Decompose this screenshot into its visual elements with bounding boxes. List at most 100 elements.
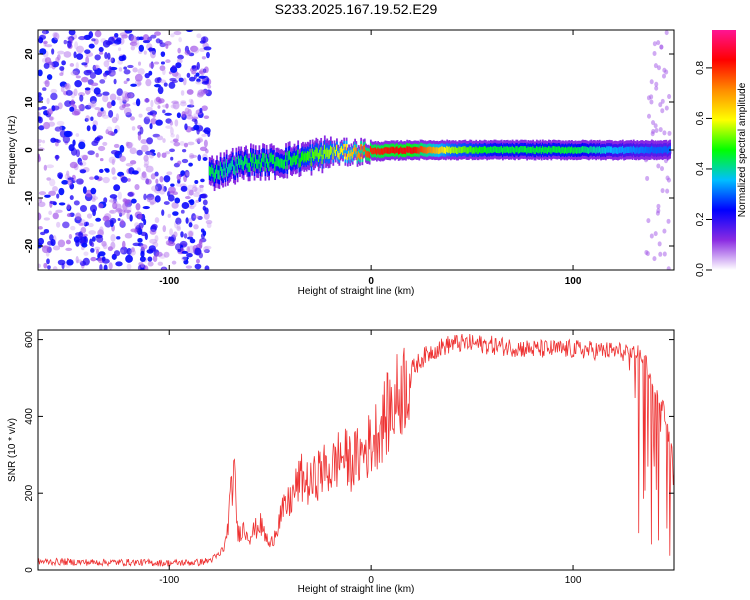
ridge-segment	[365, 149, 367, 157]
noise-blob	[86, 213, 93, 219]
noise-blob	[179, 101, 187, 107]
noise-blob	[135, 98, 141, 107]
noise-blob	[202, 205, 207, 211]
noise-blob	[124, 232, 133, 239]
ridge-segment	[528, 146, 531, 154]
ridge-segment	[615, 147, 618, 154]
noise-blob	[95, 152, 99, 158]
ridge-segment	[578, 147, 581, 154]
ridge-segment	[654, 146, 657, 154]
ridge-segment	[247, 162, 250, 173]
ridge-segment	[257, 159, 260, 169]
ridge-segment	[458, 146, 461, 153]
noise-blob	[199, 184, 204, 189]
ridge-segment	[420, 145, 423, 153]
ridge-segment	[495, 146, 498, 154]
noise-blob	[665, 175, 670, 181]
ridge-segment	[314, 149, 317, 160]
noise-blob	[90, 256, 97, 262]
ridge-segment	[402, 147, 405, 155]
noise-blob	[56, 193, 60, 199]
noise-blob	[41, 30, 49, 35]
ridge-segment	[510, 146, 513, 154]
noise-blob	[74, 41, 79, 50]
noise-blob	[129, 160, 137, 165]
ridge-segment	[418, 147, 421, 155]
noise-blob	[164, 112, 172, 116]
noise-blob	[102, 40, 111, 48]
noise-blob	[656, 65, 661, 71]
ridge-segment	[438, 147, 441, 154]
ridge-segment	[472, 147, 475, 154]
noise-blob	[99, 79, 106, 84]
noise-blob	[149, 123, 153, 130]
ridge-segment	[303, 153, 306, 163]
ridge-segment	[386, 147, 389, 154]
ridge-segment	[327, 149, 330, 160]
ridge-segment	[517, 147, 520, 154]
ridge-segment	[658, 147, 661, 154]
ridge-segment	[509, 146, 512, 153]
ridge-segment	[560, 147, 562, 155]
noise-blob	[40, 231, 46, 236]
noise-blob	[140, 262, 145, 269]
ridge-segment	[571, 146, 573, 153]
noise-blob	[109, 217, 117, 224]
noise-blob	[203, 46, 212, 51]
noise-blob	[58, 125, 63, 132]
noise-blob	[38, 237, 45, 245]
noise-blob	[655, 210, 660, 216]
noise-blob	[58, 125, 66, 131]
noise-blob	[194, 187, 202, 194]
noise-blob	[664, 105, 669, 111]
noise-blob	[188, 162, 193, 167]
ridge-segment	[572, 147, 575, 154]
ridge-segment	[224, 168, 227, 178]
noise-blob	[132, 67, 138, 73]
noise-blob	[159, 65, 166, 71]
noise-blob	[118, 67, 123, 72]
ridge-segment	[597, 146, 600, 154]
ridge-segment	[515, 146, 518, 153]
noise-blob	[98, 203, 104, 209]
ridge-segment	[485, 146, 487, 153]
ridge-segment	[471, 147, 474, 154]
ridge-segment	[636, 146, 639, 153]
ridge-segment	[552, 145, 555, 153]
noise-blob	[84, 221, 89, 227]
ridge-segment	[425, 147, 428, 154]
noise-blob	[204, 66, 209, 74]
ridge-segment	[229, 163, 232, 173]
ridge-segment	[223, 161, 226, 171]
noise-blob	[147, 47, 156, 52]
noise-blob	[658, 102, 663, 108]
noise-blob	[94, 136, 101, 142]
noise-blob	[194, 180, 199, 184]
ridge-segment	[285, 152, 287, 162]
noise-blob	[127, 178, 131, 182]
ridge-segment	[546, 147, 549, 154]
noise-blob	[184, 107, 190, 115]
ridge-segment	[367, 151, 370, 158]
ridge-segment	[239, 158, 241, 168]
noise-blob	[649, 79, 654, 85]
ridge-segment	[248, 162, 251, 172]
ridge-segment	[388, 147, 390, 154]
noise-blob	[185, 171, 190, 177]
ridge-segment	[373, 147, 376, 155]
ridge-segment	[594, 146, 596, 153]
ridge-segment	[551, 146, 554, 153]
colorbar-ticks: 0.0 0.2 0.4 0.6 0.8	[695, 61, 712, 277]
ridge-segment	[504, 146, 507, 154]
noise-blob	[93, 87, 101, 95]
noise-blob	[660, 98, 665, 104]
noise-blob	[194, 119, 198, 125]
noise-blob	[195, 199, 200, 203]
noise-blob	[181, 110, 186, 118]
noise-blob	[49, 116, 54, 121]
noise-blob	[119, 144, 125, 153]
ridge-segment	[583, 146, 585, 153]
ridge-segment	[332, 153, 335, 160]
